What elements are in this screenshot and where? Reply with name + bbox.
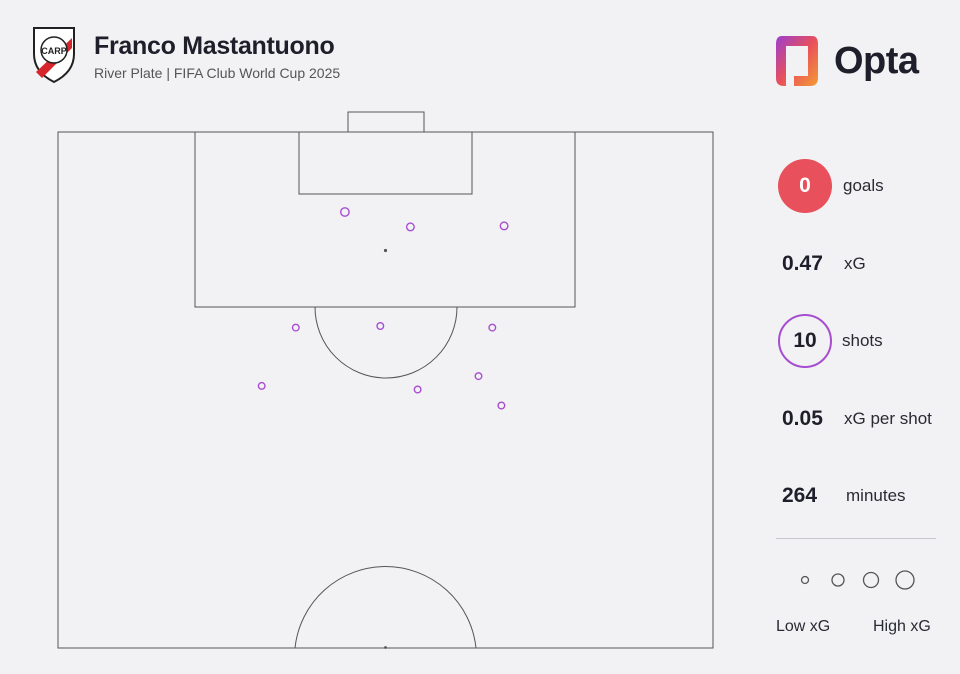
opta-logo-icon <box>772 32 822 90</box>
legend-dot-3 <box>862 571 880 589</box>
xg-per-shot-label: xG per shot <box>844 409 932 428</box>
shot-marker <box>405 222 415 232</box>
legend-low-label: Low xG <box>776 618 831 635</box>
centre-circle <box>294 566 477 649</box>
shot-marker <box>376 322 385 331</box>
legend-dot-2 <box>831 573 845 587</box>
brand-name: Opta <box>834 40 919 82</box>
xg-value: 0.47 <box>782 252 823 275</box>
shots-layer <box>257 207 509 410</box>
shot-marker <box>488 323 497 332</box>
river-plate-crest-icon: CARP <box>30 24 78 84</box>
centre-spot <box>384 646 387 649</box>
minutes-value: 264 <box>782 484 818 507</box>
six-yard-box <box>298 131 473 195</box>
page-title: Franco Mastantuono <box>94 32 335 60</box>
pitch-outline <box>57 131 714 649</box>
page-subtitle: River Plate | FIFA Club World Cup 2025 <box>94 65 341 81</box>
penalty-spot <box>383 248 388 253</box>
shot-marker <box>257 381 266 390</box>
shot-marker <box>339 207 350 217</box>
xg-legend: Low xG High xG <box>776 566 946 646</box>
legend-dot-1 <box>800 575 810 585</box>
shots-label: shots <box>842 331 883 350</box>
penalty-box <box>194 131 576 308</box>
legend-size-dots <box>800 570 915 590</box>
goal <box>347 111 425 133</box>
legend-high-label: High xG <box>873 618 931 635</box>
shot-marker <box>497 401 506 410</box>
shots-value: 10 <box>778 314 832 368</box>
xg-label: xG <box>844 254 866 273</box>
stat-xg-per-shot: 0.05 xG per shot <box>776 391 946 447</box>
shot-marker <box>291 323 300 332</box>
xg-per-shot-value: 0.05 <box>782 407 823 430</box>
legend-dot-4 <box>895 570 915 590</box>
stat-xg: 0.47 xG <box>776 236 946 292</box>
shot-marker <box>474 372 483 381</box>
goals-label: goals <box>843 176 884 195</box>
stat-goals: 0 goals <box>776 158 946 214</box>
penalty-arc <box>314 306 458 379</box>
stat-shots: 10 shots <box>776 313 946 369</box>
goals-value: 0 <box>778 159 832 213</box>
shot-marker <box>413 385 422 394</box>
brand: Opta <box>772 32 932 92</box>
pitch-lines <box>57 111 714 649</box>
minutes-label: minutes <box>846 486 906 505</box>
stat-minutes: 264 minutes <box>776 468 946 524</box>
divider <box>776 538 936 539</box>
shot-marker <box>499 221 509 231</box>
crest-text: CARP <box>41 46 67 56</box>
